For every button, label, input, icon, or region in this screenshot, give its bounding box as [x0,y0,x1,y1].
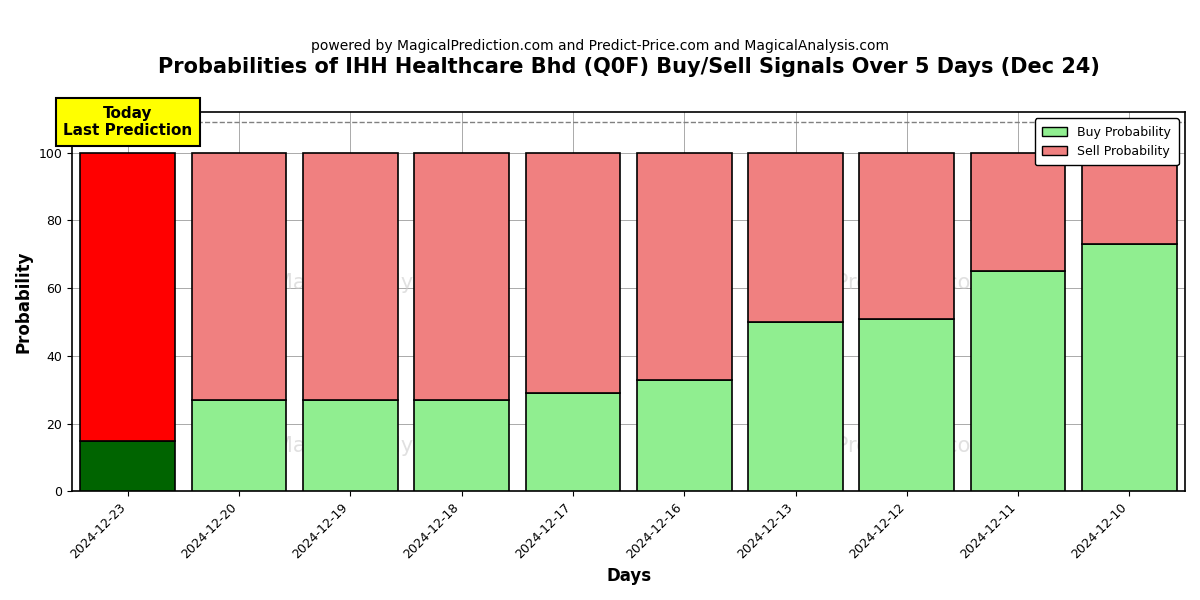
Bar [859,319,954,491]
Bar [637,380,732,491]
Bar [971,271,1066,491]
Bar [971,152,1066,271]
Bar [304,152,397,400]
Bar [526,393,620,491]
Text: MagicalAnalysis.com: MagicalAnalysis.com [275,272,492,293]
Bar [80,440,175,491]
Legend: Buy Probability, Sell Probability: Buy Probability, Sell Probability [1034,118,1178,166]
Y-axis label: Probability: Probability [16,250,34,353]
Bar [192,400,287,491]
Bar [1082,152,1177,244]
Bar [859,152,954,319]
Text: MagicalPrediction.com: MagicalPrediction.com [756,272,991,293]
X-axis label: Days: Days [606,567,652,585]
Title: Probabilities of IHH Healthcare Bhd (Q0F) Buy/Sell Signals Over 5 Days (Dec 24): Probabilities of IHH Healthcare Bhd (Q0F… [157,57,1099,77]
Bar [749,322,842,491]
Bar [414,152,509,400]
Bar [192,152,287,400]
Bar [80,152,175,440]
Text: powered by MagicalPrediction.com and Predict-Price.com and MagicalAnalysis.com: powered by MagicalPrediction.com and Pre… [311,39,889,53]
Bar [304,400,397,491]
Bar [1082,244,1177,491]
Bar [637,152,732,380]
Text: MagicalAnalysis.com: MagicalAnalysis.com [275,436,492,456]
Text: MagicalPrediction.com: MagicalPrediction.com [756,436,991,456]
Text: Today
Last Prediction: Today Last Prediction [64,106,192,138]
Bar [526,152,620,393]
Bar [414,400,509,491]
Bar [749,152,842,322]
